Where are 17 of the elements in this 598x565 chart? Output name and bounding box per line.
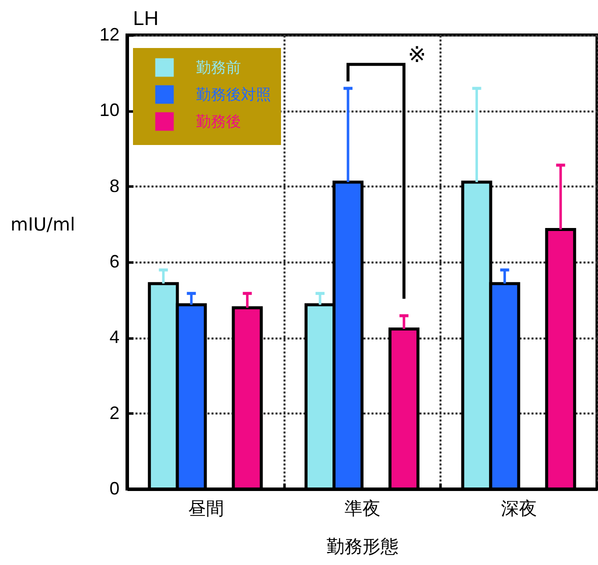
x-tick-label: 準夜	[344, 498, 380, 518]
x-axis-title: 勤務形態	[326, 536, 398, 556]
x-tick-label: 昼間	[188, 498, 224, 518]
x-tick-label: 深夜	[501, 498, 538, 518]
y-tick-label: 12	[99, 24, 120, 44]
y-tick-label: 6	[109, 252, 120, 272]
annotation: ※	[408, 42, 426, 67]
legend-label: 勤務後対照	[196, 86, 271, 104]
y-axis-title: mIU/ml	[10, 214, 76, 236]
y-tick-label: 0	[109, 478, 120, 498]
legend-label: 勤務後	[196, 114, 241, 130]
y-tick-label: 4	[109, 327, 120, 348]
y-tick-label: 8	[109, 176, 120, 196]
y-tick-label: 10	[99, 100, 120, 120]
y-tick-label: 2	[109, 402, 120, 423]
legend-label: 勤務前	[196, 60, 241, 76]
chart-title: LH	[133, 8, 159, 30]
